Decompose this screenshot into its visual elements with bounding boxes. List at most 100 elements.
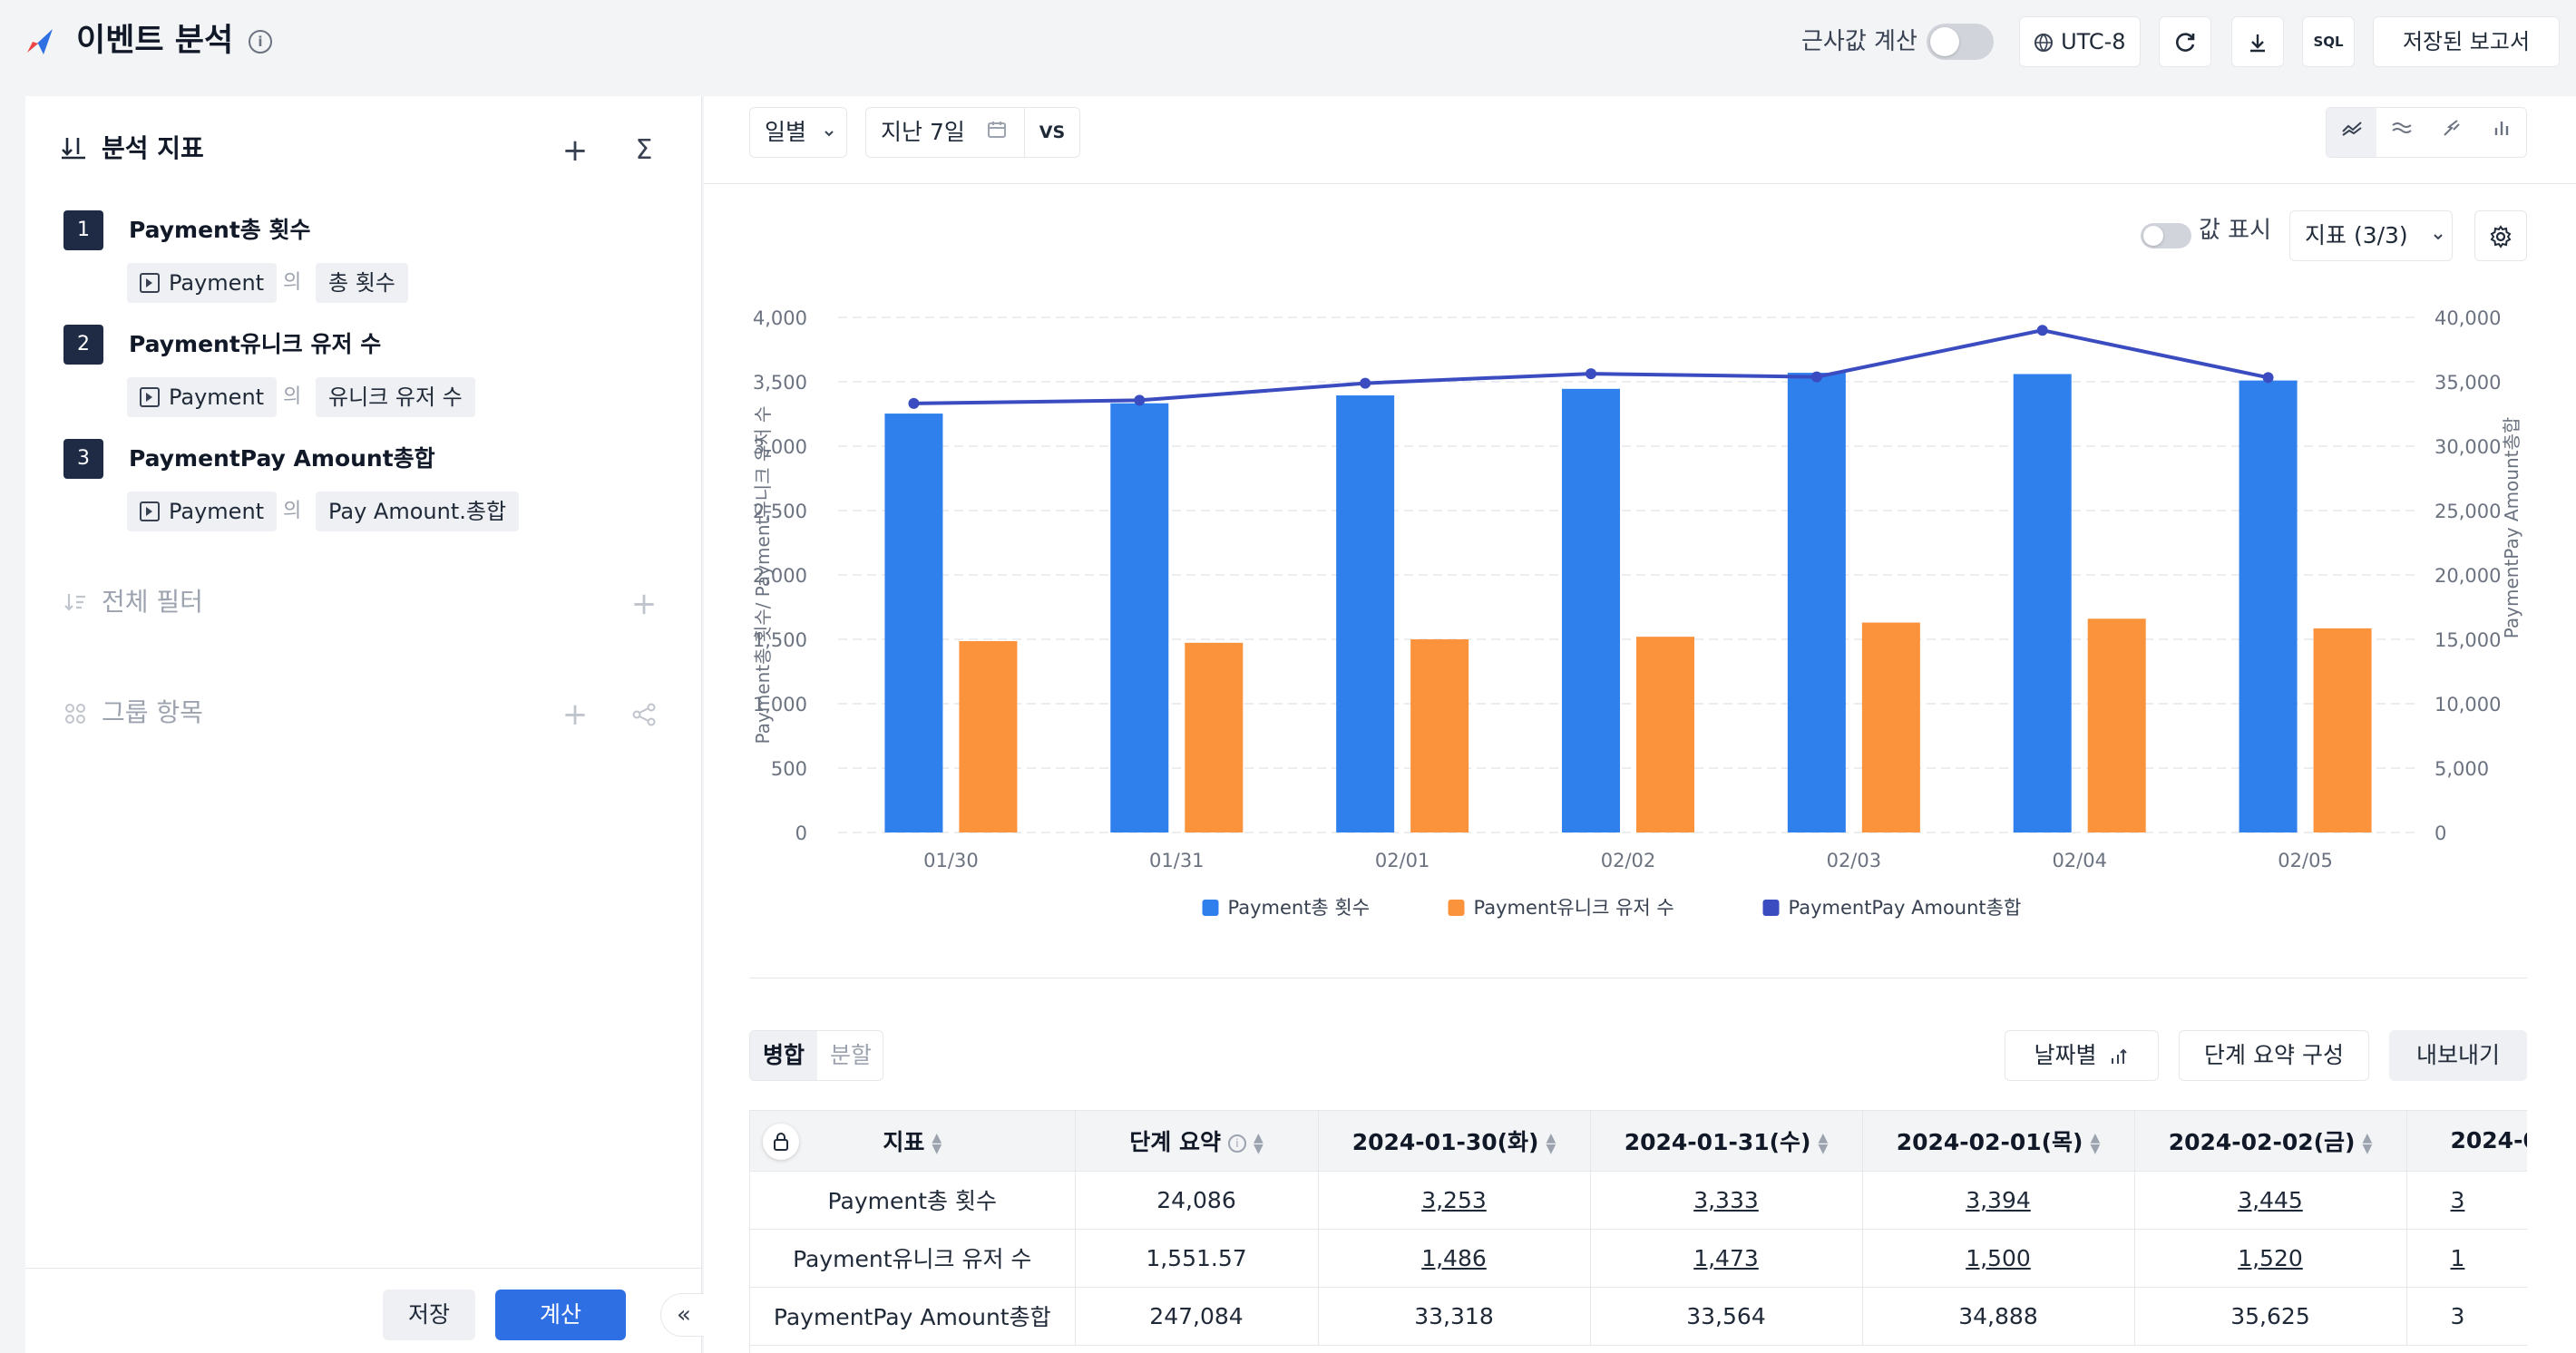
y-left-tick-label: 3,500 bbox=[753, 372, 807, 394]
x-tick-label: 02/03 bbox=[1827, 850, 1882, 871]
chart-settings-button[interactable] bbox=[2474, 210, 2527, 261]
value-cell[interactable]: 3,445 bbox=[2134, 1171, 2407, 1230]
value-cell[interactable]: 1,500 bbox=[1862, 1229, 2135, 1288]
split-tab[interactable]: 분할 bbox=[829, 1042, 872, 1068]
y-left-tick-label: 1,000 bbox=[753, 694, 807, 715]
metric-name[interactable]: PaymentPay Amount총합 bbox=[129, 445, 435, 472]
event-chip[interactable]: Payment bbox=[127, 492, 278, 531]
metric-cell: Payment총 횟수 bbox=[750, 1171, 1076, 1230]
sort-icon[interactable]: ▲ ▼ bbox=[932, 1130, 942, 1156]
area-chart-icon[interactable] bbox=[2376, 108, 2426, 157]
calendar-icon bbox=[987, 122, 1006, 138]
granularity-select[interactable]: 일별 bbox=[749, 107, 847, 158]
metric-name[interactable]: Payment유니크 유저 수 bbox=[129, 331, 382, 357]
sort-icon[interactable]: ▲ ▼ bbox=[1546, 1130, 1556, 1156]
sort-icon[interactable]: ▲ ▼ bbox=[1253, 1130, 1264, 1156]
y-right-tick-label: 0 bbox=[2435, 823, 2446, 844]
y-left-tick-label: 1,500 bbox=[753, 629, 807, 651]
rocket-logo-icon bbox=[27, 29, 53, 54]
download-icon bbox=[2250, 34, 2265, 53]
chart-point bbox=[2036, 325, 2048, 336]
merge-tab[interactable]: 병합 bbox=[750, 1031, 817, 1080]
column-header-date[interactable]: 2024-0 bbox=[2406, 1111, 2527, 1172]
y-left-tick-label: 3,000 bbox=[753, 436, 807, 458]
measure-chip[interactable]: 유니크 유저 수 bbox=[316, 377, 475, 417]
y-left-tick-label: 2,500 bbox=[753, 501, 807, 522]
x-tick-label: 02/04 bbox=[2052, 850, 2107, 871]
column-header-date[interactable]: 2024-01-30(화) ▲ ▼ bbox=[1318, 1111, 1591, 1172]
y-right-axis-label: PaymentPay Amount총합 bbox=[2501, 417, 2522, 639]
measure-chip[interactable]: Pay Amount.총합 bbox=[316, 492, 520, 531]
collapse-panel-button[interactable]: « bbox=[660, 1293, 707, 1337]
lock-column-button[interactable] bbox=[763, 1124, 799, 1160]
date-range-picker[interactable]: 지난 7일 bbox=[865, 107, 1025, 158]
saved-reports-button[interactable]: 저장된 보고서 bbox=[2373, 16, 2560, 67]
legend-swatch bbox=[1448, 900, 1465, 916]
sort-icon[interactable]: ▲ ▼ bbox=[1818, 1130, 1829, 1156]
value-cell[interactable]: 1 bbox=[2406, 1229, 2527, 1288]
timezone-button[interactable]: UTC-8 bbox=[2019, 16, 2141, 67]
value-cell[interactable]: 3,253 bbox=[1318, 1171, 1591, 1230]
metric-select-dropdown[interactable]: 지표 (3/3) bbox=[2289, 210, 2453, 261]
legend-swatch bbox=[1202, 900, 1219, 916]
share-icon[interactable] bbox=[631, 702, 657, 727]
column-header-summary[interactable]: 단계 요약 i ▲ ▼ bbox=[1075, 1111, 1319, 1172]
value-cell[interactable]: 3 bbox=[2406, 1171, 2527, 1230]
filter-section-title: 전체 필터 bbox=[102, 587, 203, 617]
cumulative-chart-icon[interactable] bbox=[2426, 108, 2476, 157]
add-filter-plus-icon[interactable]: + bbox=[630, 586, 658, 622]
bar-chart-icon[interactable] bbox=[2476, 108, 2526, 157]
toolbar-divider bbox=[704, 183, 2576, 184]
add-metric-plus-icon[interactable]: + bbox=[561, 132, 589, 169]
chart-point bbox=[2262, 372, 2274, 384]
refresh-icon bbox=[2176, 33, 2195, 52]
summary-cell: 1,551.57 bbox=[1075, 1229, 1319, 1288]
download-button[interactable] bbox=[2231, 16, 2284, 67]
event-label: Payment bbox=[169, 384, 265, 410]
chart-bar bbox=[884, 414, 943, 832]
metrics-section-title: 분석 지표 bbox=[102, 133, 204, 163]
chart-point bbox=[1810, 371, 1822, 383]
group-icon bbox=[65, 704, 85, 724]
event-chip[interactable]: Payment bbox=[127, 377, 278, 417]
formula-sigma-icon[interactable]: Σ bbox=[635, 134, 653, 166]
column-header-date[interactable]: 2024-01-31(수) ▲ ▼ bbox=[1590, 1111, 1863, 1172]
info-icon[interactable]: i bbox=[249, 30, 272, 54]
calculate-button[interactable]: 계산 bbox=[495, 1290, 626, 1340]
column-header-date[interactable]: 2024-02-02(금) ▲ ▼ bbox=[2134, 1111, 2407, 1172]
event-chip[interactable]: Payment bbox=[127, 263, 278, 303]
of-label: 의 bbox=[283, 500, 302, 522]
measure-chip[interactable]: 총 횟수 bbox=[316, 263, 408, 303]
table-row: Payment총 횟수 24,086 3,253 3,333 3,394 3,4… bbox=[750, 1171, 2527, 1230]
sort-icon[interactable]: ▲ ▼ bbox=[2090, 1130, 2101, 1156]
combo-chart: 0 500 1,000 1,500 2,000 2,500 3,000 3,500 4,000 0… bbox=[752, 307, 2522, 919]
by-date-button[interactable]: 날짜별 bbox=[2005, 1030, 2159, 1081]
approx-toggle[interactable] bbox=[1927, 24, 1994, 60]
column-header-date[interactable]: 2024-02-01(목) ▲ ▼ bbox=[1862, 1111, 2135, 1172]
chart-point bbox=[1360, 377, 1371, 389]
export-button[interactable]: 내보내기 bbox=[2389, 1030, 2527, 1081]
line-chart-icon[interactable] bbox=[2327, 108, 2376, 157]
sort-chart-icon bbox=[2112, 1048, 2128, 1064]
refresh-button[interactable] bbox=[2159, 16, 2211, 67]
metric-name[interactable]: Payment총 횟수 bbox=[129, 217, 311, 243]
y-right-tick-label: 10,000 bbox=[2435, 694, 2501, 715]
value-cell[interactable]: 1,520 bbox=[2134, 1229, 2407, 1288]
column-header-metric[interactable]: 지표 ▲ ▼ bbox=[750, 1111, 1076, 1172]
compare-vs-button[interactable]: VS bbox=[1024, 107, 1080, 158]
sql-button[interactable]: SQL bbox=[2302, 16, 2355, 67]
value-cell[interactable]: 1,486 bbox=[1318, 1229, 1591, 1288]
sort-icon[interactable]: ▲ ▼ bbox=[2362, 1130, 2373, 1156]
chart-bar bbox=[1861, 622, 1920, 832]
save-button[interactable]: 저장 bbox=[383, 1290, 475, 1340]
show-values-toggle[interactable] bbox=[2141, 223, 2191, 248]
filter-icon bbox=[64, 594, 85, 611]
summary-config-button[interactable]: 단계 요약 구성 bbox=[2179, 1030, 2369, 1081]
value-cell[interactable]: 3,394 bbox=[1862, 1171, 2135, 1230]
y-left-tick-label: 2,000 bbox=[753, 565, 807, 587]
add-group-plus-icon[interactable]: + bbox=[561, 696, 589, 733]
value-cell[interactable]: 3,333 bbox=[1590, 1171, 1863, 1230]
value-cell[interactable]: 1,473 bbox=[1590, 1229, 1863, 1288]
y-left-tick-label: 0 bbox=[795, 823, 807, 844]
y-left-tick-label: 4,000 bbox=[753, 307, 807, 329]
